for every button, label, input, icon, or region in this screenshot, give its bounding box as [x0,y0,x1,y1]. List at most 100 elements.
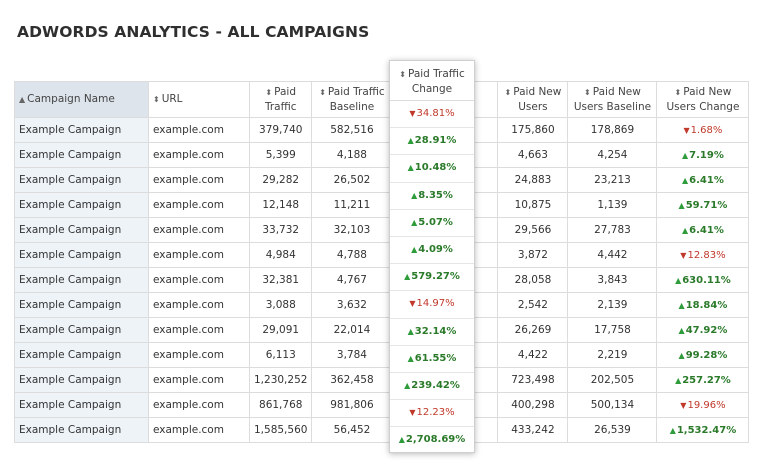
campaign-name-cell: Example Campaign [14,242,149,268]
table-row[interactable]: Example Campaign example.com 861,768 981,80… [14,392,750,418]
header-paid-new-users[interactable]: ⬍ Paid New Users [497,81,569,118]
paid-traffic-cell: 861,768 [248,392,313,418]
url-cell: example.com [148,242,250,268]
paid-new-users-change-cell: ▼12.83% [656,242,750,268]
paid-traffic-change-cell: ▲8.35% [390,183,474,210]
table-row[interactable]: Example Campaign example.com 3,088 3,632 2,5… [14,292,750,318]
paid-new-users-baseline-cell: 23,213 [567,167,658,193]
table-row[interactable]: Example Campaign example.com 29,091 22,014 2… [14,317,750,343]
sort-icon: ⬍ [399,70,406,79]
header-paid-new-users-baseline[interactable]: ⬍ Paid New Users Baseline [567,81,658,118]
header-paid-new-users-change[interactable]: ⬍ Paid New Users Change [656,81,750,118]
paid-traffic-baseline-cell: 4,767 [311,267,393,293]
campaign-name-cell: Example Campaign [14,267,149,293]
trend-up-icon: ▲ [398,435,405,445]
paid-new-users-cell: 4,422 [497,342,569,368]
table-row[interactable]: Example Campaign example.com 12,148 11,211 1… [14,192,750,218]
table-row[interactable]: Example Campaign example.com 4,984 4,788 3,8… [14,242,750,268]
trend-up-icon: ▲ [682,175,689,185]
url-cell: example.com [148,317,250,343]
trend-up-icon: ▲ [411,244,418,254]
paid-traffic-baseline-cell: 981,806 [311,392,393,418]
paid-new-users-cell: 26,269 [497,317,569,343]
trend-down-icon: ▼ [683,125,690,135]
table-row[interactable]: Example Campaign example.com 379,740 582,51… [14,117,750,143]
sort-asc-icon: ▲ [19,95,26,104]
trend-up-icon: ▲ [407,353,414,363]
paid-new-users-change-cell: ▼1.68% [656,117,750,143]
paid-new-users-change-cell: ▲6.41% [656,217,750,243]
paid-new-users-baseline-cell: 2,139 [567,292,658,318]
campaign-name-cell: Example Campaign [14,417,149,443]
paid-new-users-cell: 28,058 [497,267,569,293]
paid-new-users-cell: 29,566 [497,217,569,243]
header-campaign-name[interactable]: ▲ Campaign Name [14,81,149,118]
paid-traffic-change-cell: ▲2,708.69% [398,434,466,446]
trend-up-icon: ▲ [411,217,418,227]
paid-new-users-cell: 10,875 [497,192,569,218]
trend-up-icon: ▲ [669,425,676,435]
table-row[interactable]: Example Campaign example.com 33,732 32,103 2… [14,217,750,243]
paid-new-users-baseline-cell: 3,843 [567,267,658,293]
trend-down-icon: ▼ [409,299,416,309]
paid-new-users-change-cell: ▲7.19% [656,142,750,168]
trend-down-icon: ▼ [680,250,687,260]
header-paid-traffic[interactable]: ⬍ Paid Traffic [248,81,313,118]
url-cell: example.com [148,392,250,418]
campaign-name-cell: Example Campaign [14,167,149,193]
paid-new-users-change-cell: ▼19.96% [656,392,750,418]
trend-up-icon: ▲ [678,350,685,360]
url-cell: example.com [148,342,250,368]
paid-traffic-cell: 379,740 [248,117,313,143]
paid-traffic-change-cell: ▼14.97% [390,291,474,319]
paid-traffic-change-cell: ▲4.09% [390,237,474,265]
paid-traffic-cell: 1,585,560 [248,417,313,443]
paid-new-users-cell: 175,860 [497,117,569,143]
sort-icon: ⬍ [319,88,326,97]
paid-traffic-change-cell: ▲5.07% [390,210,474,237]
paid-traffic-cell: 1,230,252 [248,367,313,393]
paid-new-users-cell: 24,883 [497,167,569,193]
trend-up-icon: ▲ [678,325,685,335]
table-row[interactable]: Example Campaign example.com 32,381 4,767 28… [14,267,750,293]
paid-traffic-baseline-cell: 26,502 [311,167,393,193]
table-row[interactable]: Example Campaign example.com 29,282 26,502 2… [14,167,750,193]
paid-traffic-baseline-cell: 4,788 [311,242,393,268]
paid-traffic-cell: 4,984 [248,242,313,268]
table-row[interactable]: Example Campaign example.com 5,399 4,188 4,6… [14,142,750,168]
paid-traffic-cell: 5,399 [248,142,313,168]
campaign-name-cell: Example Campaign [14,342,149,368]
paid-traffic-change-cell: ▼12.23% [390,400,474,428]
trend-down-icon: ▼ [409,408,416,418]
paid-new-users-change-cell: ▲59.71% [656,192,750,218]
trend-down-icon: ▼ [409,109,416,118]
paid-traffic-cell: 32,381 [248,267,313,293]
header-paid-traffic-baseline[interactable]: ⬍ Paid Traffic Baseline [311,81,393,118]
trend-up-icon: ▲ [678,300,685,310]
table-header-row: ▲ Campaign Name ⬍ URL ⬍ Paid Traffic ⬍ Paid … [14,81,750,118]
paid-traffic-cell: 29,091 [248,317,313,343]
url-cell: example.com [148,142,250,168]
sort-icon: ⬍ [674,88,682,97]
paid-new-users-baseline-cell: 178,869 [567,117,658,143]
paid-traffic-change-column[interactable]: ⬍ Paid Traffic Change ▼34.81% ▲28.91% ▲10.4… [389,60,475,453]
paid-new-users-baseline-cell: 500,134 [567,392,658,418]
table-row[interactable]: Example Campaign example.com 6,113 3,784 4,4… [14,342,750,368]
paid-traffic-cell: 6,113 [248,342,313,368]
paid-new-users-baseline-cell: 202,505 [567,367,658,393]
paid-new-users-baseline-cell: 27,783 [567,217,658,243]
header-paid-traffic-change[interactable]: ⬍ Paid Traffic Change [390,61,474,101]
paid-traffic-cell: 33,732 [248,217,313,243]
table-row[interactable]: Example Campaign example.com 1,230,252 362,… [14,367,750,393]
campaign-name-cell: Example Campaign [14,292,149,318]
paid-traffic-change-cell: ▲239.42% [390,373,474,401]
header-url[interactable]: ⬍ URL [148,81,250,118]
trend-up-icon: ▲ [404,272,411,282]
paid-new-users-baseline-cell: 1,139 [567,192,658,218]
table-row[interactable]: Example Campaign example.com 1,585,560 56,4… [14,417,750,443]
paid-new-users-cell: 3,872 [497,242,569,268]
paid-traffic-baseline-cell: 3,784 [311,342,393,368]
url-cell: example.com [148,192,250,218]
trend-up-icon: ▲ [682,150,689,160]
trend-up-icon: ▲ [675,375,682,385]
